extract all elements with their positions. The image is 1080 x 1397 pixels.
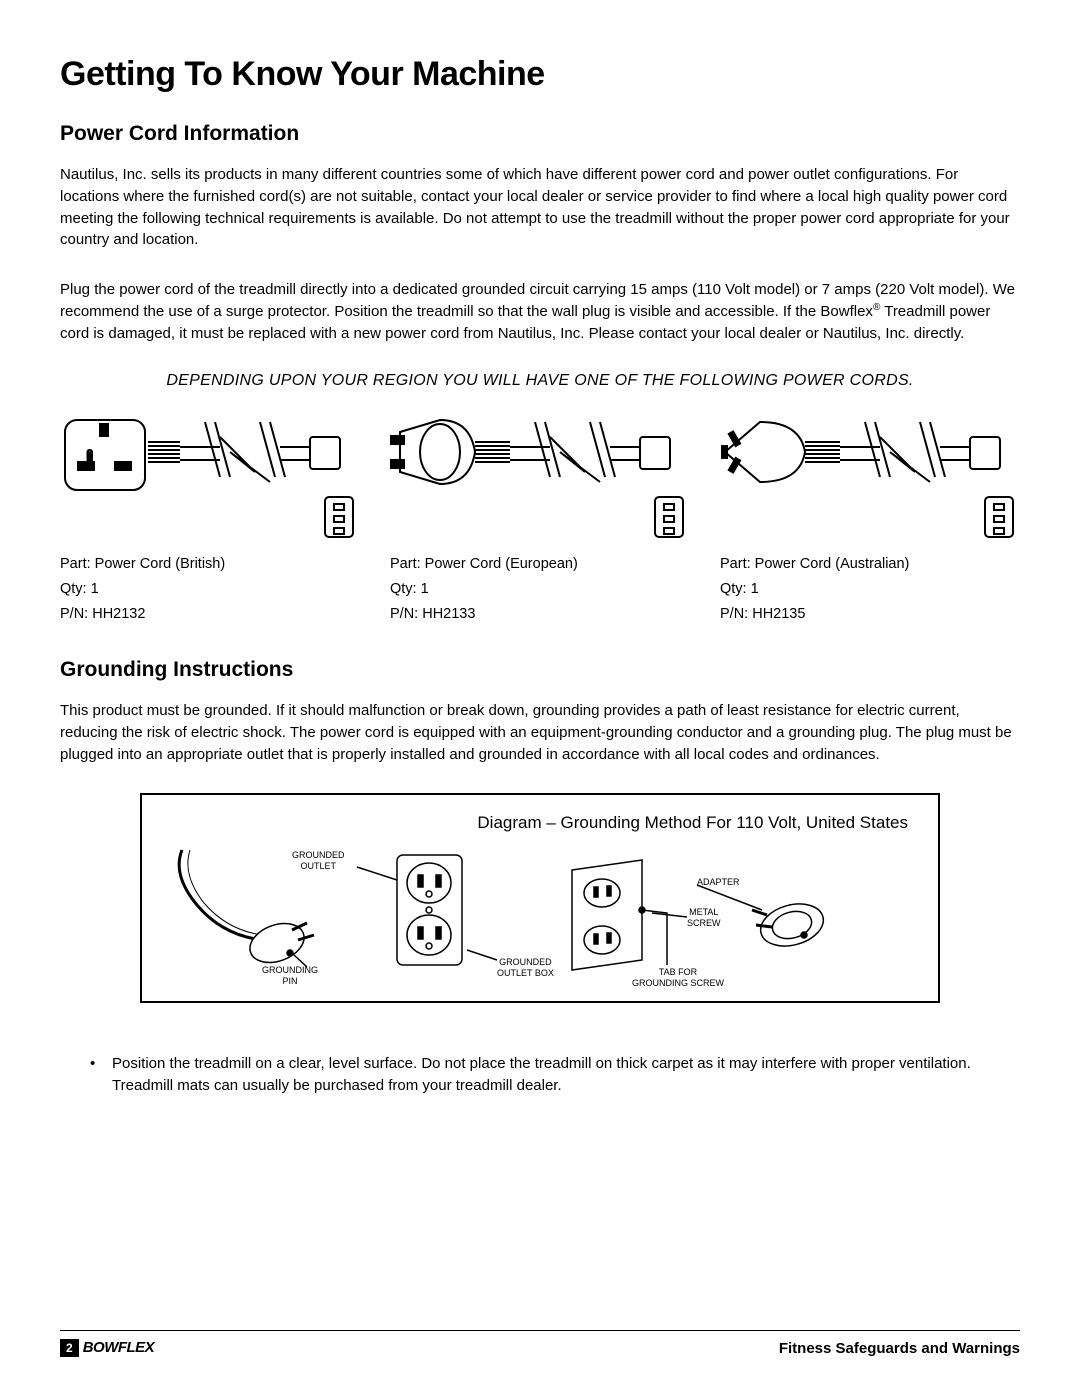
cord-british-part: Part: Power Cord (British): [60, 552, 360, 577]
cord-australian-pn: P/N: HH2135: [720, 602, 1020, 627]
page-number: 2: [60, 1339, 79, 1357]
power-cord-para-2: Plug the power cord of the treadmill dir…: [60, 279, 1020, 344]
label-grounding-pin: GROUNDINGPIN: [262, 965, 318, 987]
cord-european: Part: Power Cord (European) Qty: 1 P/N: …: [390, 402, 690, 626]
cord-european-qty: Qty: 1: [390, 577, 690, 602]
power-cords-row: FUSED: [60, 402, 1020, 626]
brand-logo: BOWFLEX: [83, 1339, 155, 1356]
cord-european-part: Part: Power Cord (European): [390, 552, 690, 577]
footer-section-name: Fitness Safeguards and Warnings: [779, 1340, 1020, 1357]
cord-european-diagram: [390, 402, 690, 542]
label-adapter: ADAPTER: [697, 877, 740, 888]
label-grounded-outlet-box: GROUNDEDOUTLET BOX: [497, 957, 554, 979]
label-tab: TAB FORGROUNDING SCREW: [632, 967, 724, 989]
bullet-list: Position the treadmill on a clear, level…: [60, 1053, 1020, 1097]
footer-left: 2BOWFLEX: [60, 1339, 154, 1357]
page-footer: 2BOWFLEX Fitness Safeguards and Warnings: [60, 1330, 1020, 1357]
cord-australian-part: Part: Power Cord (Australian): [720, 552, 1020, 577]
grounding-para-1: This product must be grounded. If it sho…: [60, 700, 1020, 765]
cord-australian-qty: Qty: 1: [720, 577, 1020, 602]
cord-european-pn: P/N: HH2133: [390, 602, 690, 627]
section-power-cord-title: Power Cord Information: [60, 122, 1020, 146]
label-metal-screw: METALSCREW: [687, 907, 721, 929]
cord-british-diagram: FUSED: [60, 402, 360, 542]
cord-australian-diagram: [720, 402, 1020, 542]
power-cord-para-1: Nautilus, Inc. sells its products in man…: [60, 164, 1020, 251]
page-title: Getting To Know Your Machine: [60, 55, 1020, 94]
cord-australian: Part: Power Cord (Australian) Qty: 1 P/N…: [720, 402, 1020, 626]
label-grounded-outlet: GROUNDEDOUTLET: [292, 850, 345, 872]
cord-british: FUSED: [60, 402, 360, 626]
bullet-item: Position the treadmill on a clear, level…: [90, 1053, 1020, 1097]
section-grounding-title: Grounding Instructions: [60, 658, 1020, 682]
region-notice: DEPENDING UPON YOUR REGION YOU WILL HAVE…: [60, 372, 1020, 390]
cord-british-pn: P/N: HH2132: [60, 602, 360, 627]
cord-british-qty: Qty: 1: [60, 577, 360, 602]
fused-label: FUSED: [88, 449, 94, 470]
grounding-diagram: Diagram – Grounding Method For 110 Volt,…: [140, 793, 940, 1003]
para2-pre: Plug the power cord of the treadmill dir…: [60, 281, 1015, 320]
